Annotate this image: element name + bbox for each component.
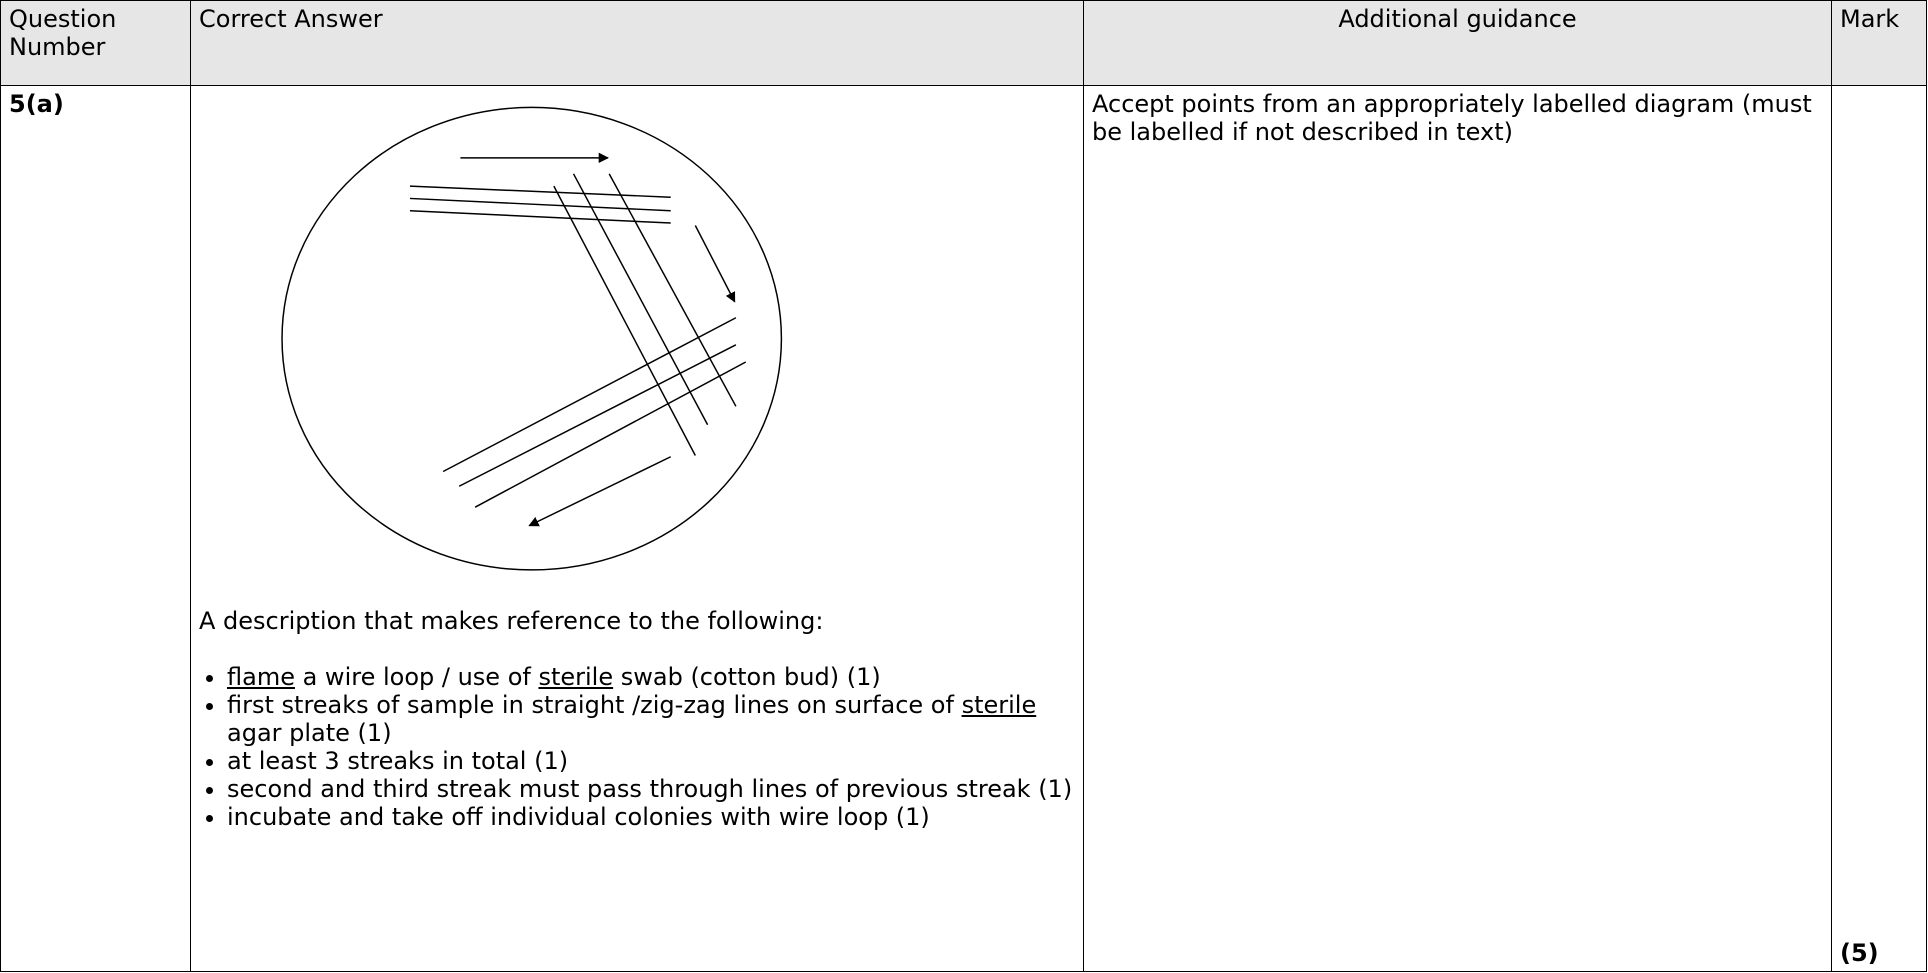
answer-bullet: second and third streak must pass throug… [227, 775, 1075, 803]
key-word: flame [227, 663, 295, 691]
answer-bullet: at least 3 streaks in total (1) [227, 747, 1075, 775]
answer-intro: A description that makes reference to th… [199, 607, 824, 635]
answer-bullet: flame a wire loop / use of sterile swab … [227, 663, 1075, 691]
correct-answer: A description that makes reference to th… [190, 85, 1084, 972]
text: incubate and take off individual colonie… [227, 803, 930, 831]
answer-bullet: first streaks of sample in straight /zig… [227, 691, 1075, 747]
answer-bullet: incubate and take off individual colonie… [227, 803, 1075, 831]
text: first streaks of sample in straight /zig… [227, 691, 962, 719]
mark: (5) [1831, 85, 1927, 972]
header-cell: Correct Answer [190, 0, 1084, 86]
header-cell: Question Number [0, 0, 191, 86]
key-word: sterile [961, 691, 1037, 719]
text: at least 3 streaks in total (1) [227, 747, 569, 775]
additional-guidance: Accept points from an appropriately labe… [1083, 85, 1832, 972]
text: a wire loop / use of [294, 663, 539, 691]
text: second and third streak must pass throug… [227, 775, 1073, 803]
streak-plate-diagram [281, 106, 783, 571]
header-cell: Mark [1831, 0, 1927, 86]
header-row: Question Number Correct Answer Additiona… [0, 0, 1927, 86]
answer-bullets: flame a wire loop / use of sterile swab … [199, 663, 1075, 831]
text: swab (cotton bud) (1) [613, 663, 881, 691]
key-word: sterile [538, 663, 614, 691]
answer-row: 5(a) [0, 85, 1927, 972]
text: agar plate (1) [227, 719, 392, 747]
question-number: 5(a) [0, 85, 191, 972]
header-cell: Additional guidance [1083, 0, 1832, 86]
